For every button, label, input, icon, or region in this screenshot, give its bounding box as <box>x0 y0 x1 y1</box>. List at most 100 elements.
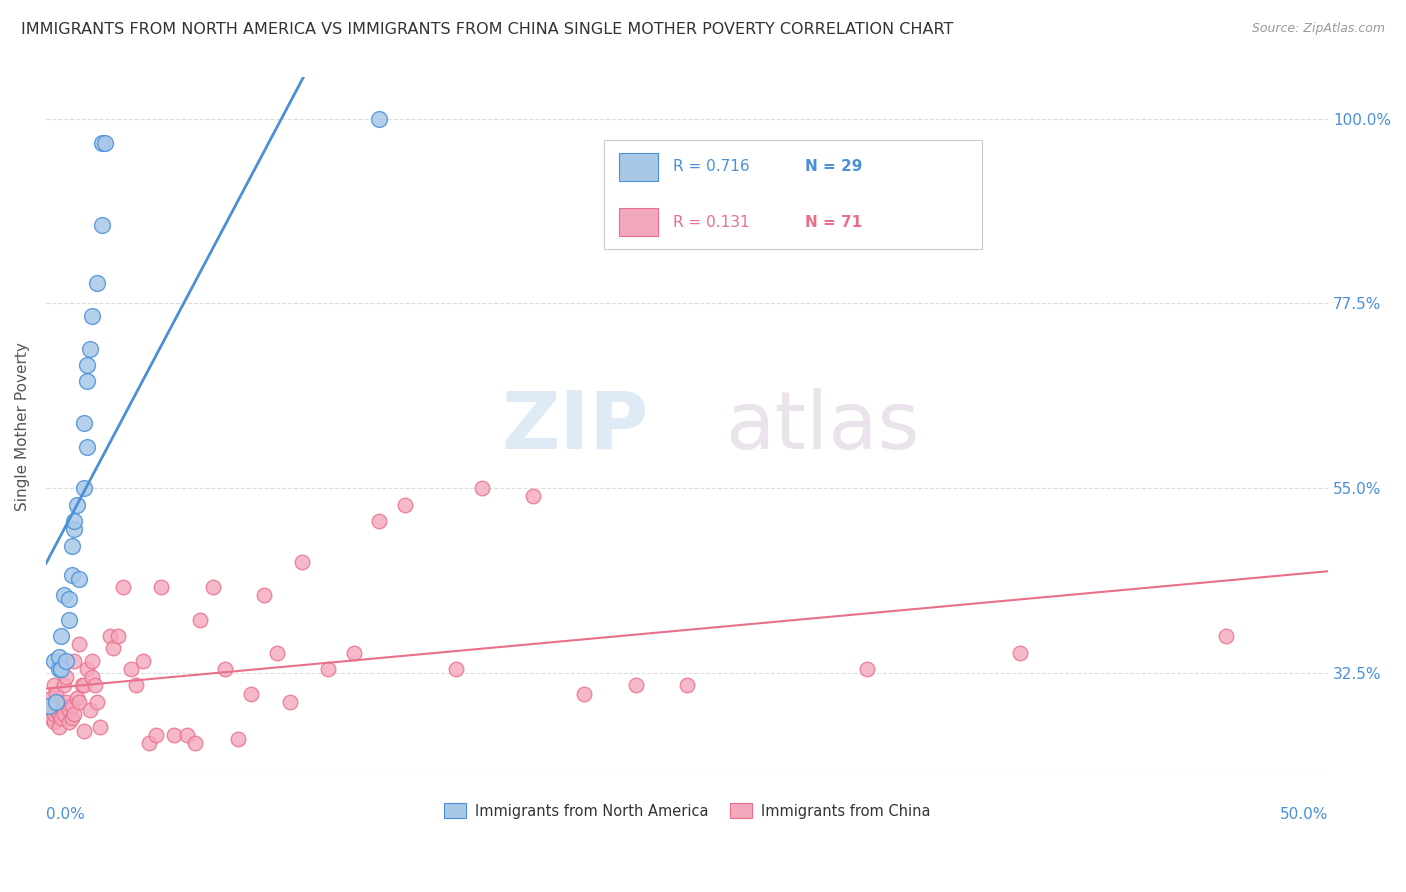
Point <box>676 678 699 692</box>
Point <box>55 670 77 684</box>
Point <box>63 514 86 528</box>
Point <box>368 514 391 528</box>
Point <box>132 654 155 668</box>
Point <box>91 219 114 233</box>
Point <box>73 481 96 495</box>
Point <box>48 662 70 676</box>
Point <box>42 678 65 692</box>
Point <box>38 698 60 713</box>
Point <box>45 687 67 701</box>
Point <box>79 342 101 356</box>
Point <box>394 498 416 512</box>
Point <box>253 588 276 602</box>
Point <box>86 276 108 290</box>
Point <box>58 703 80 717</box>
Point <box>58 613 80 627</box>
Text: 0.0%: 0.0% <box>46 807 84 822</box>
Point <box>73 723 96 738</box>
Text: ZIP: ZIP <box>502 388 648 466</box>
Point <box>89 719 111 733</box>
Point <box>76 662 98 676</box>
Point <box>291 555 314 569</box>
Point <box>471 481 494 495</box>
Point <box>163 728 186 742</box>
Point <box>226 731 249 746</box>
Text: N = 71: N = 71 <box>806 214 862 229</box>
Point <box>51 711 73 725</box>
Point <box>67 695 90 709</box>
Point <box>574 687 596 701</box>
Point <box>83 678 105 692</box>
Point <box>183 736 205 750</box>
Point <box>82 670 104 684</box>
Point <box>201 580 224 594</box>
Point <box>60 567 83 582</box>
Point <box>98 629 121 643</box>
Point <box>42 715 65 730</box>
Point <box>107 629 129 643</box>
Point <box>51 629 73 643</box>
Point <box>67 637 90 651</box>
Point <box>58 592 80 607</box>
Text: Source: ZipAtlas.com: Source: ZipAtlas.com <box>1251 22 1385 36</box>
Point <box>48 649 70 664</box>
Y-axis label: Single Mother Poverty: Single Mother Poverty <box>15 343 30 511</box>
Point <box>48 719 70 733</box>
Point <box>188 613 211 627</box>
Point <box>39 690 62 705</box>
Point <box>48 695 70 709</box>
Point <box>73 678 96 692</box>
Point <box>79 703 101 717</box>
Point <box>125 678 148 692</box>
Point <box>60 539 83 553</box>
Point <box>58 715 80 730</box>
Point <box>67 572 90 586</box>
Text: R = 0.716: R = 0.716 <box>673 160 749 174</box>
Point <box>111 580 134 594</box>
Point <box>266 646 288 660</box>
Point <box>45 703 67 717</box>
Point <box>368 112 391 126</box>
Point <box>63 707 86 722</box>
Point <box>42 707 65 722</box>
Point <box>1215 629 1237 643</box>
Point <box>70 678 93 692</box>
Point <box>63 522 86 536</box>
Point <box>52 588 75 602</box>
Point <box>855 662 877 676</box>
Point <box>240 687 263 701</box>
Point <box>446 662 468 676</box>
Point <box>55 695 77 709</box>
Point <box>214 662 236 676</box>
Point <box>91 136 114 151</box>
Point <box>51 662 73 676</box>
Point <box>150 580 173 594</box>
Point <box>624 678 647 692</box>
Point <box>101 641 124 656</box>
Text: R = 0.131: R = 0.131 <box>673 214 749 229</box>
Point <box>145 728 167 742</box>
Bar <box>603 140 981 249</box>
Point <box>76 375 98 389</box>
Point <box>76 440 98 454</box>
Text: IMMIGRANTS FROM NORTH AMERICA VS IMMIGRANTS FROM CHINA SINGLE MOTHER POVERTY COR: IMMIGRANTS FROM NORTH AMERICA VS IMMIGRA… <box>21 22 953 37</box>
Point <box>45 695 67 709</box>
Legend: Immigrants from North America, Immigrants from China: Immigrants from North America, Immigrant… <box>439 797 936 824</box>
Bar <box>619 153 658 181</box>
Point <box>63 654 86 668</box>
Point <box>52 678 75 692</box>
Point <box>66 498 89 512</box>
Point <box>39 711 62 725</box>
Point <box>94 136 117 151</box>
Point <box>73 416 96 430</box>
Point <box>138 736 160 750</box>
Point <box>1010 646 1032 660</box>
Point <box>52 707 75 722</box>
Point <box>55 654 77 668</box>
Point <box>38 698 60 713</box>
Point <box>60 698 83 713</box>
Text: N = 29: N = 29 <box>806 160 862 174</box>
Point <box>86 695 108 709</box>
Point <box>278 695 301 709</box>
Point <box>176 728 198 742</box>
